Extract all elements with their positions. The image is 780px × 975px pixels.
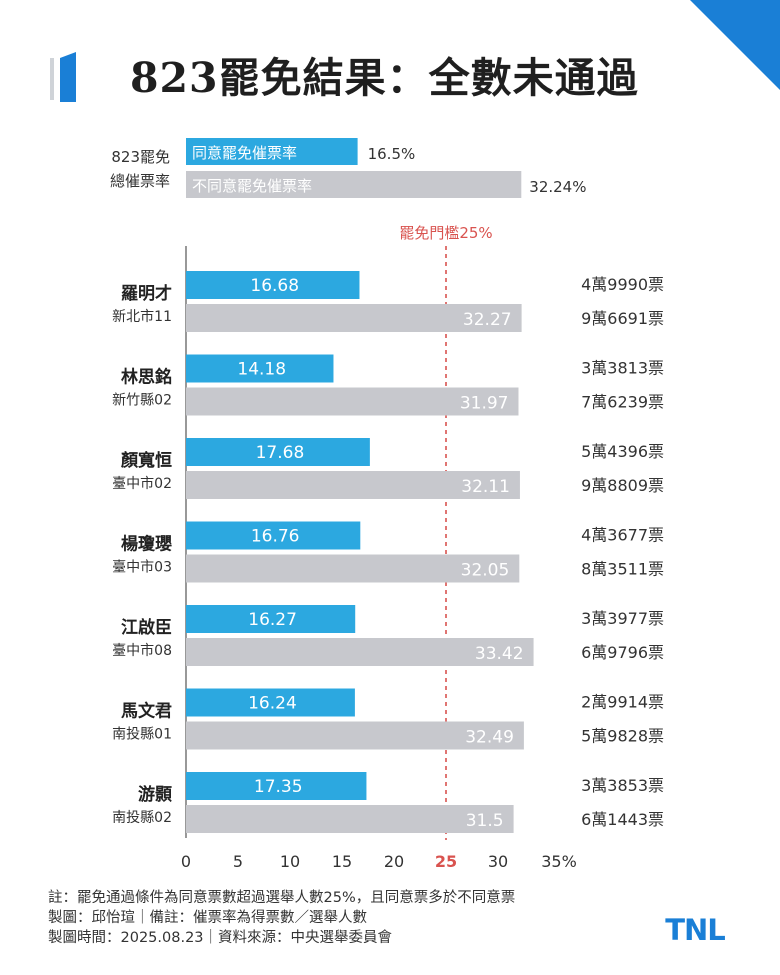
disagree-votes: 7萬6239票	[581, 393, 664, 412]
agree-bar	[186, 521, 361, 550]
x-tick-label: 10	[280, 852, 300, 871]
x-tick-label: 0	[181, 852, 191, 871]
candidate-name: 游顥	[138, 784, 172, 805]
disagree-bar-label: 32.05	[461, 561, 510, 581]
corner-accent-triangle	[690, 0, 780, 90]
footer-maker: 製圖：邱怡瑄｜備註：催票率為得票數／選舉人數	[48, 910, 367, 926]
candidate-district: 新竹縣02	[112, 393, 172, 409]
disagree-votes: 6萬1443票	[581, 810, 664, 829]
disagree-bar	[186, 805, 514, 833]
disagree-bar-label: 31.97	[460, 394, 509, 414]
disagree-votes: 5萬9828票	[581, 727, 664, 746]
agree-votes: 4萬3677票	[581, 526, 664, 545]
agree-bar	[186, 688, 355, 717]
x-tick-label: 25	[435, 852, 457, 871]
candidate-name: 顏寬恒	[121, 450, 172, 471]
agree-votes: 5萬4396票	[581, 442, 664, 461]
disagree-bar-label: 32.11	[461, 477, 510, 497]
footer-date-source: 製圖時間：2025.08.23｜資料來源：中央選舉委員會	[48, 930, 393, 946]
disagree-bar	[186, 638, 534, 666]
disagree-bar	[186, 387, 519, 416]
brand-mark-icon	[50, 52, 76, 102]
summary-agree-bar	[186, 138, 358, 165]
agree-votes: 4萬9990票	[581, 275, 664, 294]
x-tick-label: 20	[384, 852, 404, 871]
agree-bar-label: 14.18	[237, 360, 286, 380]
agree-votes: 3萬3853票	[581, 776, 664, 795]
agree-votes: 2萬9914票	[581, 693, 664, 712]
disagree-bar-label: 33.42	[475, 644, 524, 664]
candidate-name: 林思銘	[121, 367, 172, 388]
x-tick-label: 15	[332, 852, 352, 871]
agree-votes: 3萬3977票	[581, 609, 664, 628]
footer-note: 註：罷免通過條件為同意票數超過選舉人數25%，且同意票多於不同意票	[48, 890, 516, 906]
summary-disagree-label: 不同意罷免催票率	[192, 177, 312, 195]
disagree-bar	[186, 304, 522, 332]
agree-bar-label: 16.24	[248, 694, 297, 714]
agree-bar	[186, 271, 360, 299]
summary-agree-label: 同意罷免催票率	[192, 144, 297, 162]
disagree-votes: 9萬8809票	[581, 476, 664, 495]
disagree-votes: 9萬6691票	[581, 309, 664, 328]
agree-bar	[186, 354, 334, 383]
summary-label-line1: 823罷免	[111, 148, 170, 166]
disagree-bar-label: 31.5	[466, 811, 504, 831]
agree-votes: 3萬3813票	[581, 359, 664, 378]
disagree-bar-label: 32.27	[463, 310, 512, 330]
summary-disagree-value: 32.24%	[529, 178, 586, 196]
x-tick-label: 35%	[541, 852, 577, 871]
candidate-district: 南投縣01	[112, 727, 172, 743]
page-title: 823罷免結果：全數未通過	[130, 54, 639, 102]
candidate-district: 臺中市02	[112, 475, 172, 492]
agree-bar	[186, 772, 367, 800]
disagree-bar	[186, 471, 520, 499]
candidate-name: 楊瓊瓔	[121, 534, 172, 555]
x-tick-label: 30	[488, 852, 508, 871]
candidate-district: 南投縣02	[112, 810, 172, 826]
disagree-bar-label: 32.49	[465, 728, 514, 748]
tnl-logo-icon: TNL	[665, 914, 726, 944]
candidate-district: 臺中市03	[112, 559, 172, 576]
agree-bar-label: 17.68	[256, 443, 305, 463]
agree-bar-label: 16.27	[248, 610, 297, 630]
svg-text:TNL: TNL	[665, 914, 725, 944]
disagree-bar	[186, 554, 520, 583]
candidate-name: 江啟臣	[121, 617, 172, 638]
disagree-votes: 8萬3511票	[581, 560, 664, 579]
footer: 註：罷免通過條件為同意票數超過選舉人數25%，且同意票多於不同意票 製圖：邱怡瑄…	[48, 888, 515, 948]
summary-label-line2: 總催票率	[110, 172, 170, 190]
agree-bar-label: 17.35	[254, 777, 303, 797]
disagree-bar	[186, 721, 524, 750]
summary-agree-value: 16.5%	[368, 145, 416, 163]
summary-disagree-bar	[186, 171, 522, 198]
agree-bar	[186, 605, 356, 633]
agree-bar-label: 16.76	[251, 527, 300, 547]
agree-bar-label: 16.68	[250, 276, 299, 296]
candidate-district: 新北市11	[112, 308, 172, 325]
candidate-district: 臺中市08	[112, 642, 172, 659]
agree-bar	[186, 438, 370, 466]
x-tick-label: 5	[233, 852, 243, 871]
candidate-name: 馬文君	[121, 701, 172, 722]
disagree-votes: 6萬9796票	[581, 643, 664, 662]
threshold-label: 罷免門檻25%	[399, 224, 492, 242]
candidate-name: 羅明才	[121, 283, 172, 304]
